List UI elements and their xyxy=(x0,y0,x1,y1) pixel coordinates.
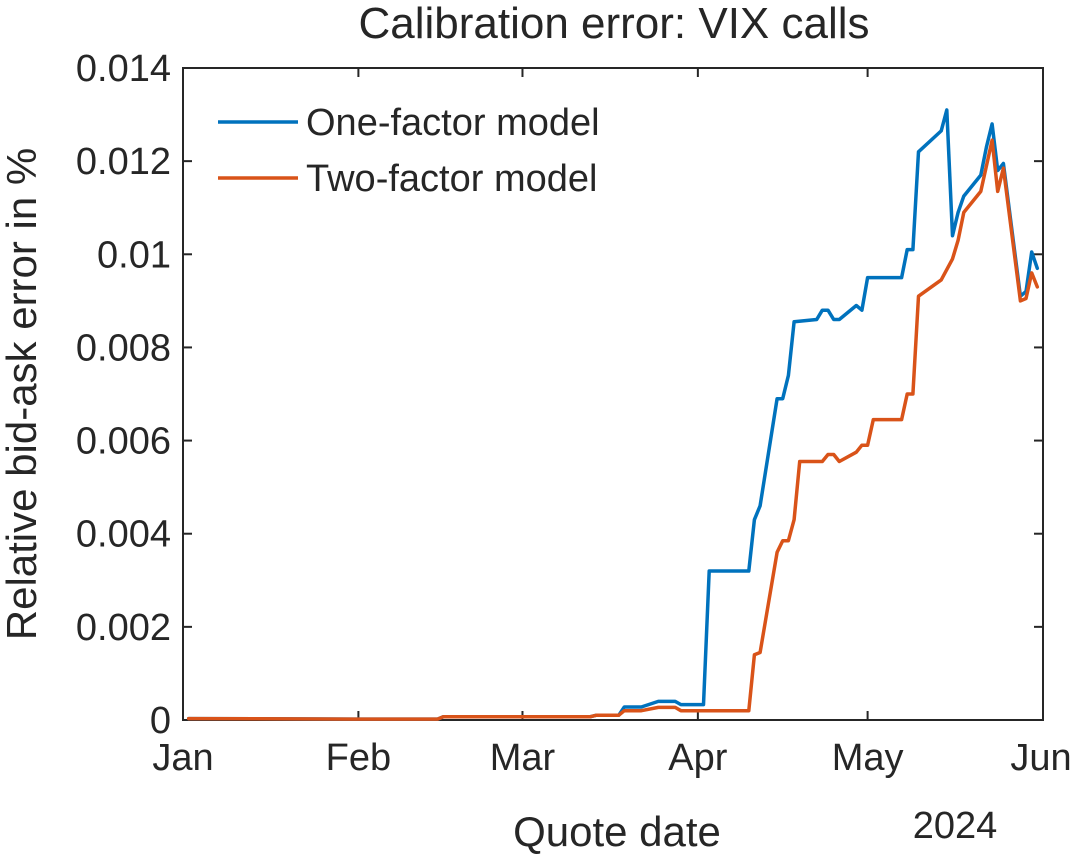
y-tick-label: 0.014 xyxy=(76,48,171,90)
y-tick-label: 0.012 xyxy=(76,141,171,183)
x-tick-label: Jan xyxy=(152,737,213,779)
series-line-one-factor xyxy=(186,108,1040,721)
legend: One-factor model Two-factor model xyxy=(218,102,600,200)
x-tick-label: Apr xyxy=(668,737,727,779)
x-tick-label: May xyxy=(832,737,904,779)
x-tick-label: Mar xyxy=(490,737,556,779)
chart-title: Calibration error: VIX calls xyxy=(358,0,869,48)
y-axis: 0 0.002 0.004 0.006 0.008 0.01 0.012 0.014 xyxy=(76,48,1043,742)
y-tick-label: 0.006 xyxy=(76,421,171,463)
legend-label-two-factor: Two-factor model xyxy=(306,158,597,200)
y-tick-label: 0.004 xyxy=(76,514,171,556)
series-line-two-factor xyxy=(186,138,1040,721)
legend-label-one-factor: One-factor model xyxy=(306,102,600,144)
x-tick-label: Jun xyxy=(1010,737,1071,779)
x-axis-label: Quote date xyxy=(513,808,721,854)
series-layer xyxy=(186,108,1040,721)
x-tick-label: Feb xyxy=(326,737,391,779)
y-tick-label: 0.008 xyxy=(76,327,171,369)
y-tick-label: 0.01 xyxy=(97,234,171,276)
y-tick-label: 0 xyxy=(150,700,171,742)
plot-box xyxy=(182,67,1044,721)
y-axis-label: Relative bid-ask error in % xyxy=(0,148,45,641)
x-axis-year-label: 2024 xyxy=(913,805,998,847)
plot-frame xyxy=(182,67,1044,721)
x-axis: Jan Feb Mar Apr May Jun xyxy=(152,68,1072,779)
y-tick-label: 0.002 xyxy=(76,607,171,649)
